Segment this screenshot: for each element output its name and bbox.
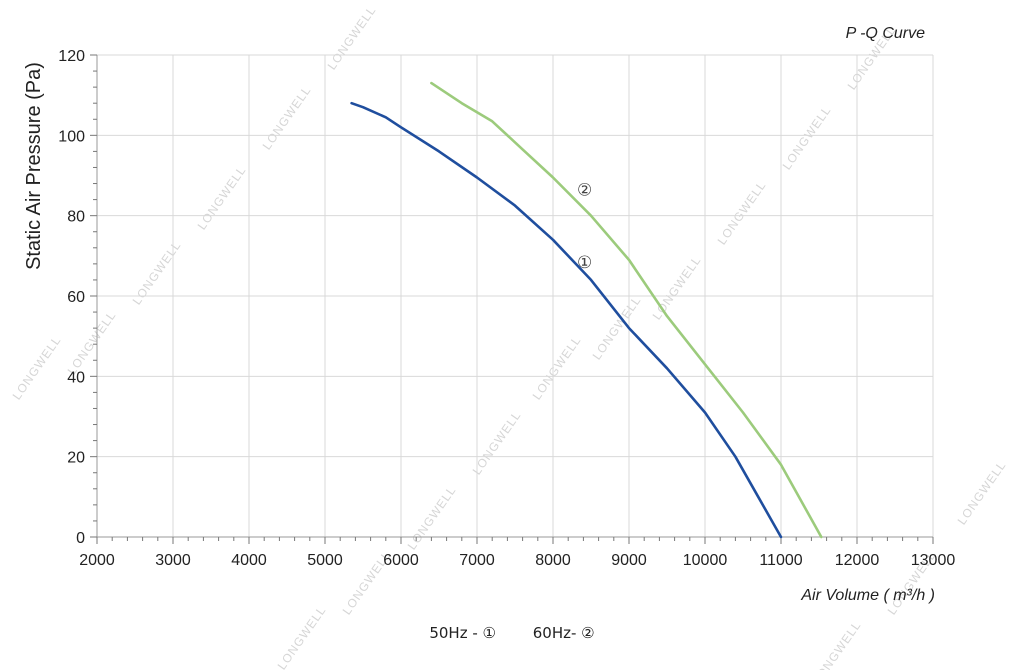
x-tick-label: 11000 xyxy=(759,552,802,569)
annotation-layer: ②① xyxy=(577,181,592,273)
x-tick-label: 4000 xyxy=(231,552,267,569)
y-tick-label: 100 xyxy=(58,128,85,145)
watermark-text: LONGWELL xyxy=(470,408,524,477)
grid xyxy=(96,54,934,538)
x-axis-label: Air Volume ( m³/h ) xyxy=(800,587,935,604)
y-tick-label: 20 xyxy=(67,450,85,467)
x-tick-label: 5000 xyxy=(307,552,343,569)
x-tick-label: 13000 xyxy=(911,552,956,569)
x-tick-label: 12000 xyxy=(835,552,880,569)
watermark-text: LONGWELL xyxy=(780,103,834,172)
x-tick-label: 8000 xyxy=(535,552,571,569)
curve-annotation: ① xyxy=(577,253,592,273)
watermark-text: LONGWELL xyxy=(590,293,644,362)
watermark-text: LONGWELL xyxy=(195,163,249,232)
x-tick-label: 10000 xyxy=(683,552,728,569)
legend-item-60hz: 60Hz- ② xyxy=(532,624,595,642)
series-line-2 xyxy=(430,81,823,539)
watermark-text: LONGWELL xyxy=(260,83,314,152)
y-tick-label: 60 xyxy=(67,289,85,306)
legend-item-50hz: 50Hz - ① xyxy=(429,624,496,642)
series-line-1 xyxy=(350,101,783,539)
y-tick-label: 80 xyxy=(67,209,85,226)
x-tick-label: 7000 xyxy=(459,552,495,569)
x-tick-label: 9000 xyxy=(611,552,647,569)
y-axis-label: Static Air Pressure (Pa) xyxy=(23,62,45,270)
x-tick-label: 2000 xyxy=(79,552,115,569)
watermark-text: LONGWELL xyxy=(65,308,119,377)
watermark-text: LONGWELL xyxy=(715,178,769,247)
y-tick-label: 120 xyxy=(58,48,85,65)
watermark-text: LONGWELL xyxy=(955,458,1009,527)
legend: 50Hz - ① 60Hz- ② xyxy=(0,624,1024,642)
chart-title: P -Q Curve xyxy=(846,25,926,42)
series-layer xyxy=(350,81,823,539)
y-tick-label: 40 xyxy=(67,369,85,386)
watermark-text: LONGWELL xyxy=(530,333,584,402)
y-tick-label: 0 xyxy=(76,530,85,547)
watermark-text: LONGWELL xyxy=(130,238,184,307)
axes: 2000 3000 4000 5000 6000 7000 8000 9000 10000 110… xyxy=(58,48,955,569)
curve-annotation: ② xyxy=(577,181,592,201)
x-tick-label: 3000 xyxy=(155,552,191,569)
watermark-text: LONGWELL xyxy=(650,253,704,322)
x-tick-label: 6000 xyxy=(383,552,419,569)
watermark-text: LONGWELL xyxy=(405,483,459,552)
watermark-text: LONGWELL xyxy=(325,3,379,72)
watermark-layer: LONGWELLLONGWELLLONGWELLLONGWELLLONGWELL… xyxy=(10,3,1009,670)
watermark-text: LONGWELL xyxy=(10,333,64,402)
